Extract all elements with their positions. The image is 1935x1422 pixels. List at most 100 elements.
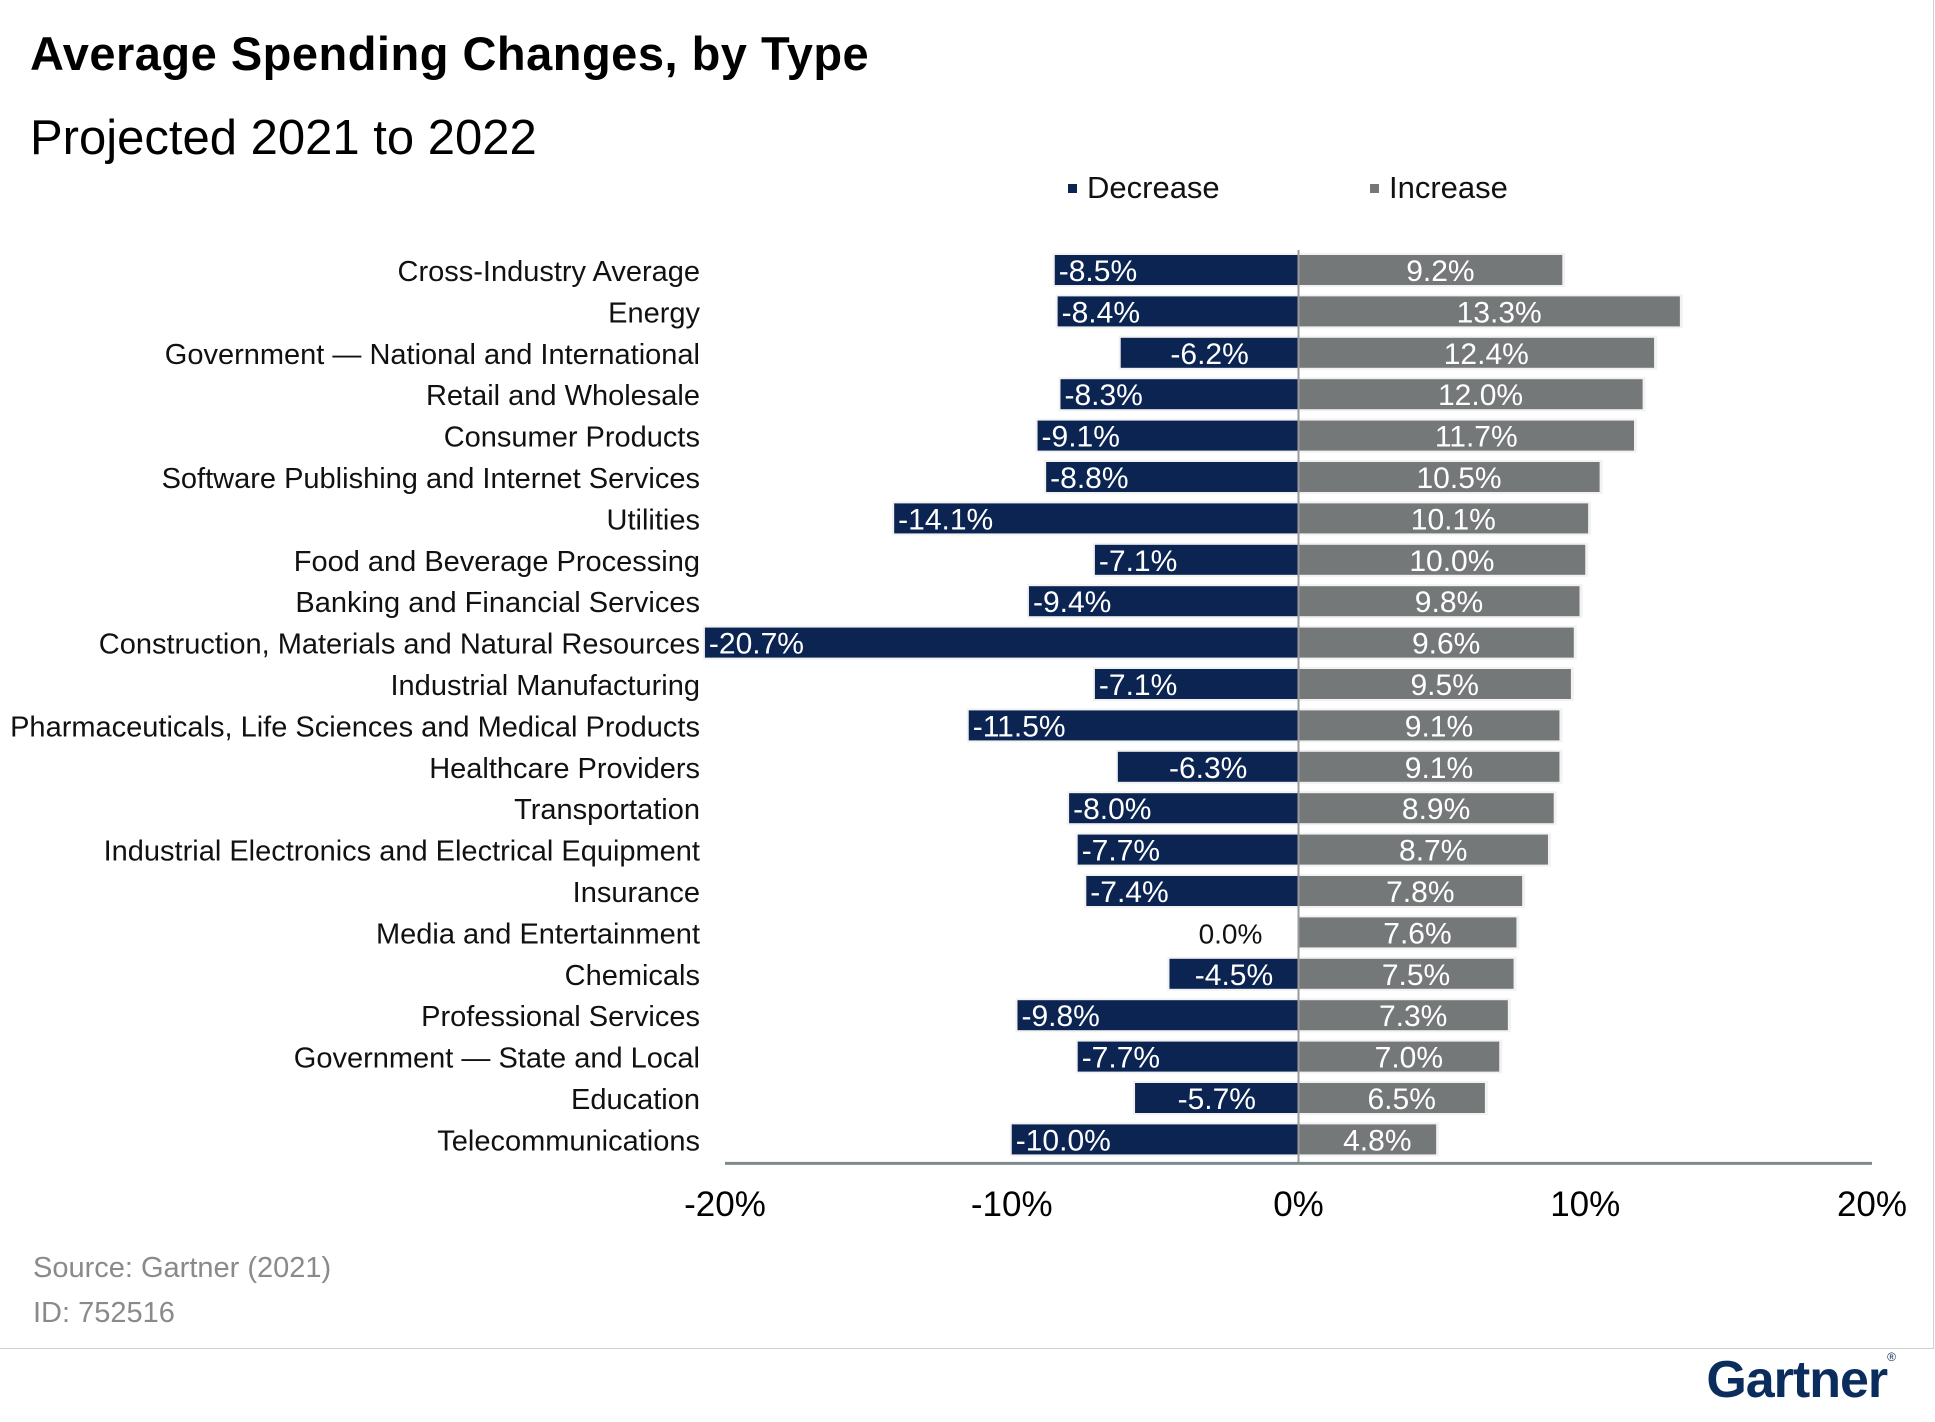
increase-data-label: 8.7% — [1399, 835, 1467, 868]
chart-title: Average Spending Changes, by Type — [30, 27, 870, 80]
category-label: Media and Entertainment — [376, 918, 700, 950]
decrease-data-label: 0.0% — [1199, 918, 1263, 949]
increase-bar — [1298, 1083, 1485, 1113]
increase-bar — [1298, 462, 1600, 492]
increase-data-label: 9.1% — [1405, 710, 1473, 743]
increase-bar — [1298, 917, 1517, 948]
legend-swatch-increase — [1370, 183, 1379, 193]
decrease-data-label: -8.5% — [1059, 255, 1137, 288]
decrease-bar — [1135, 1083, 1299, 1113]
category-label: Pharmaceuticals, Life Sciences and Medic… — [10, 711, 700, 743]
legend-increase: Increase — [1370, 170, 1508, 206]
x-tick-label: 20% — [1837, 1185, 1907, 1224]
increase-bar — [1298, 379, 1643, 410]
legend-label-increase: Increase — [1389, 170, 1508, 205]
decrease-bar — [1077, 834, 1299, 865]
decrease-bar — [1077, 1041, 1299, 1072]
chart-subtitle: Projected 2021 to 2022 — [30, 111, 537, 165]
increase-data-label: 7.8% — [1386, 876, 1454, 909]
legend-swatch-decrease — [1068, 183, 1077, 193]
legend-label-decrease: Decrease — [1087, 170, 1220, 205]
increase-data-label: 8.9% — [1402, 793, 1470, 826]
decrease-bar — [1057, 296, 1299, 327]
increase-bar — [1298, 710, 1560, 741]
decrease-data-label: -20.7% — [709, 628, 804, 661]
increase-data-label: 7.3% — [1379, 1000, 1447, 1033]
category-label: Chemicals — [565, 960, 700, 992]
increase-data-label: 11.7% — [1435, 421, 1518, 454]
decrease-data-label: -6.2% — [1170, 338, 1248, 371]
increase-data-label: 6.5% — [1367, 1083, 1435, 1116]
decrease-data-label: -7.1% — [1099, 545, 1177, 578]
decrease-bar — [1060, 379, 1299, 410]
increase-bar — [1298, 876, 1523, 906]
category-label: Insurance — [573, 877, 700, 909]
increase-data-label: 9.2% — [1406, 255, 1474, 288]
decrease-data-label: -8.3% — [1064, 379, 1142, 412]
increase-data-label: 7.5% — [1382, 959, 1450, 992]
category-label: Energy — [608, 297, 700, 329]
decrease-bar — [1169, 958, 1299, 989]
decrease-bar — [1011, 1124, 1299, 1155]
increase-data-label: 13.3% — [1457, 296, 1542, 329]
category-label: Food and Beverage Processing — [294, 546, 700, 578]
x-tick-label: -10% — [971, 1185, 1053, 1224]
decrease-data-label: -9.1% — [1042, 421, 1120, 454]
decrease-bar — [1069, 793, 1299, 824]
bar-chart: Cross-Industry Average -8.5% 9.2% Energy -8.… — [10, 250, 1907, 1224]
increase-bar — [1298, 337, 1655, 368]
increase-bar — [1298, 793, 1554, 824]
decrease-bar — [1094, 544, 1299, 575]
increase-bar — [1298, 627, 1574, 658]
logo-text: Gartner — [1706, 1351, 1888, 1409]
increase-bar — [1298, 834, 1548, 865]
increase-data-label: 9.6% — [1412, 628, 1480, 661]
decrease-bar — [894, 503, 1299, 534]
category-label: Professional Services — [421, 1001, 700, 1033]
increase-bar — [1298, 420, 1634, 451]
decrease-bar — [1120, 337, 1299, 368]
x-tick-label: 0% — [1273, 1185, 1324, 1224]
increase-data-label: 7.6% — [1383, 917, 1451, 950]
decrease-data-label: -4.5% — [1195, 959, 1273, 992]
increase-bar — [1298, 503, 1589, 534]
decrease-data-label: -6.3% — [1169, 752, 1247, 785]
decrease-data-label: -7.7% — [1082, 1042, 1160, 1075]
decrease-data-label: -7.4% — [1090, 876, 1168, 909]
increase-bar — [1298, 296, 1680, 327]
decrease-data-label: -10.0% — [1016, 1124, 1111, 1157]
x-tick-label: -20% — [684, 1185, 766, 1224]
increase-bar — [1298, 1124, 1437, 1155]
category-label: Cross-Industry Average — [398, 256, 701, 288]
increase-bar — [1298, 1041, 1500, 1072]
chart-frame — [0, 0, 1934, 1349]
category-label: Retail and Wholesale — [426, 380, 700, 412]
increase-bar — [1298, 544, 1586, 575]
decrease-data-label: -14.1% — [898, 503, 993, 536]
category-label: Education — [571, 1084, 700, 1116]
category-label: Construction, Materials and Natural Reso… — [99, 629, 700, 661]
decrease-bar — [1094, 669, 1299, 699]
category-label: Industrial Manufacturing — [391, 670, 701, 702]
increase-data-label: 4.8% — [1343, 1124, 1411, 1157]
category-label: Banking and Financial Services — [295, 587, 700, 619]
decrease-data-label: -9.8% — [1021, 1000, 1099, 1033]
decrease-data-label: -8.8% — [1050, 462, 1128, 495]
increase-data-label: 9.1% — [1405, 752, 1473, 785]
increase-bar — [1298, 751, 1560, 782]
increase-data-label: 10.0% — [1409, 545, 1494, 578]
source-note: Source: Gartner (2021) — [33, 1252, 332, 1284]
decrease-bar — [1086, 876, 1299, 906]
increase-data-label: 9.8% — [1415, 586, 1483, 619]
increase-bar — [1298, 586, 1580, 617]
increase-data-label: 10.1% — [1411, 503, 1496, 536]
category-label: Software Publishing and Internet Service… — [162, 463, 700, 495]
category-label: Utilities — [607, 504, 700, 536]
decrease-data-label: -11.5% — [973, 710, 1066, 743]
decrease-data-label: -9.4% — [1033, 586, 1111, 619]
increase-data-label: 9.5% — [1411, 669, 1479, 702]
decrease-bar — [1017, 1000, 1299, 1031]
legend-decrease: Decrease — [1068, 170, 1220, 206]
increase-bar — [1298, 669, 1571, 699]
decrease-bar — [1037, 420, 1299, 451]
